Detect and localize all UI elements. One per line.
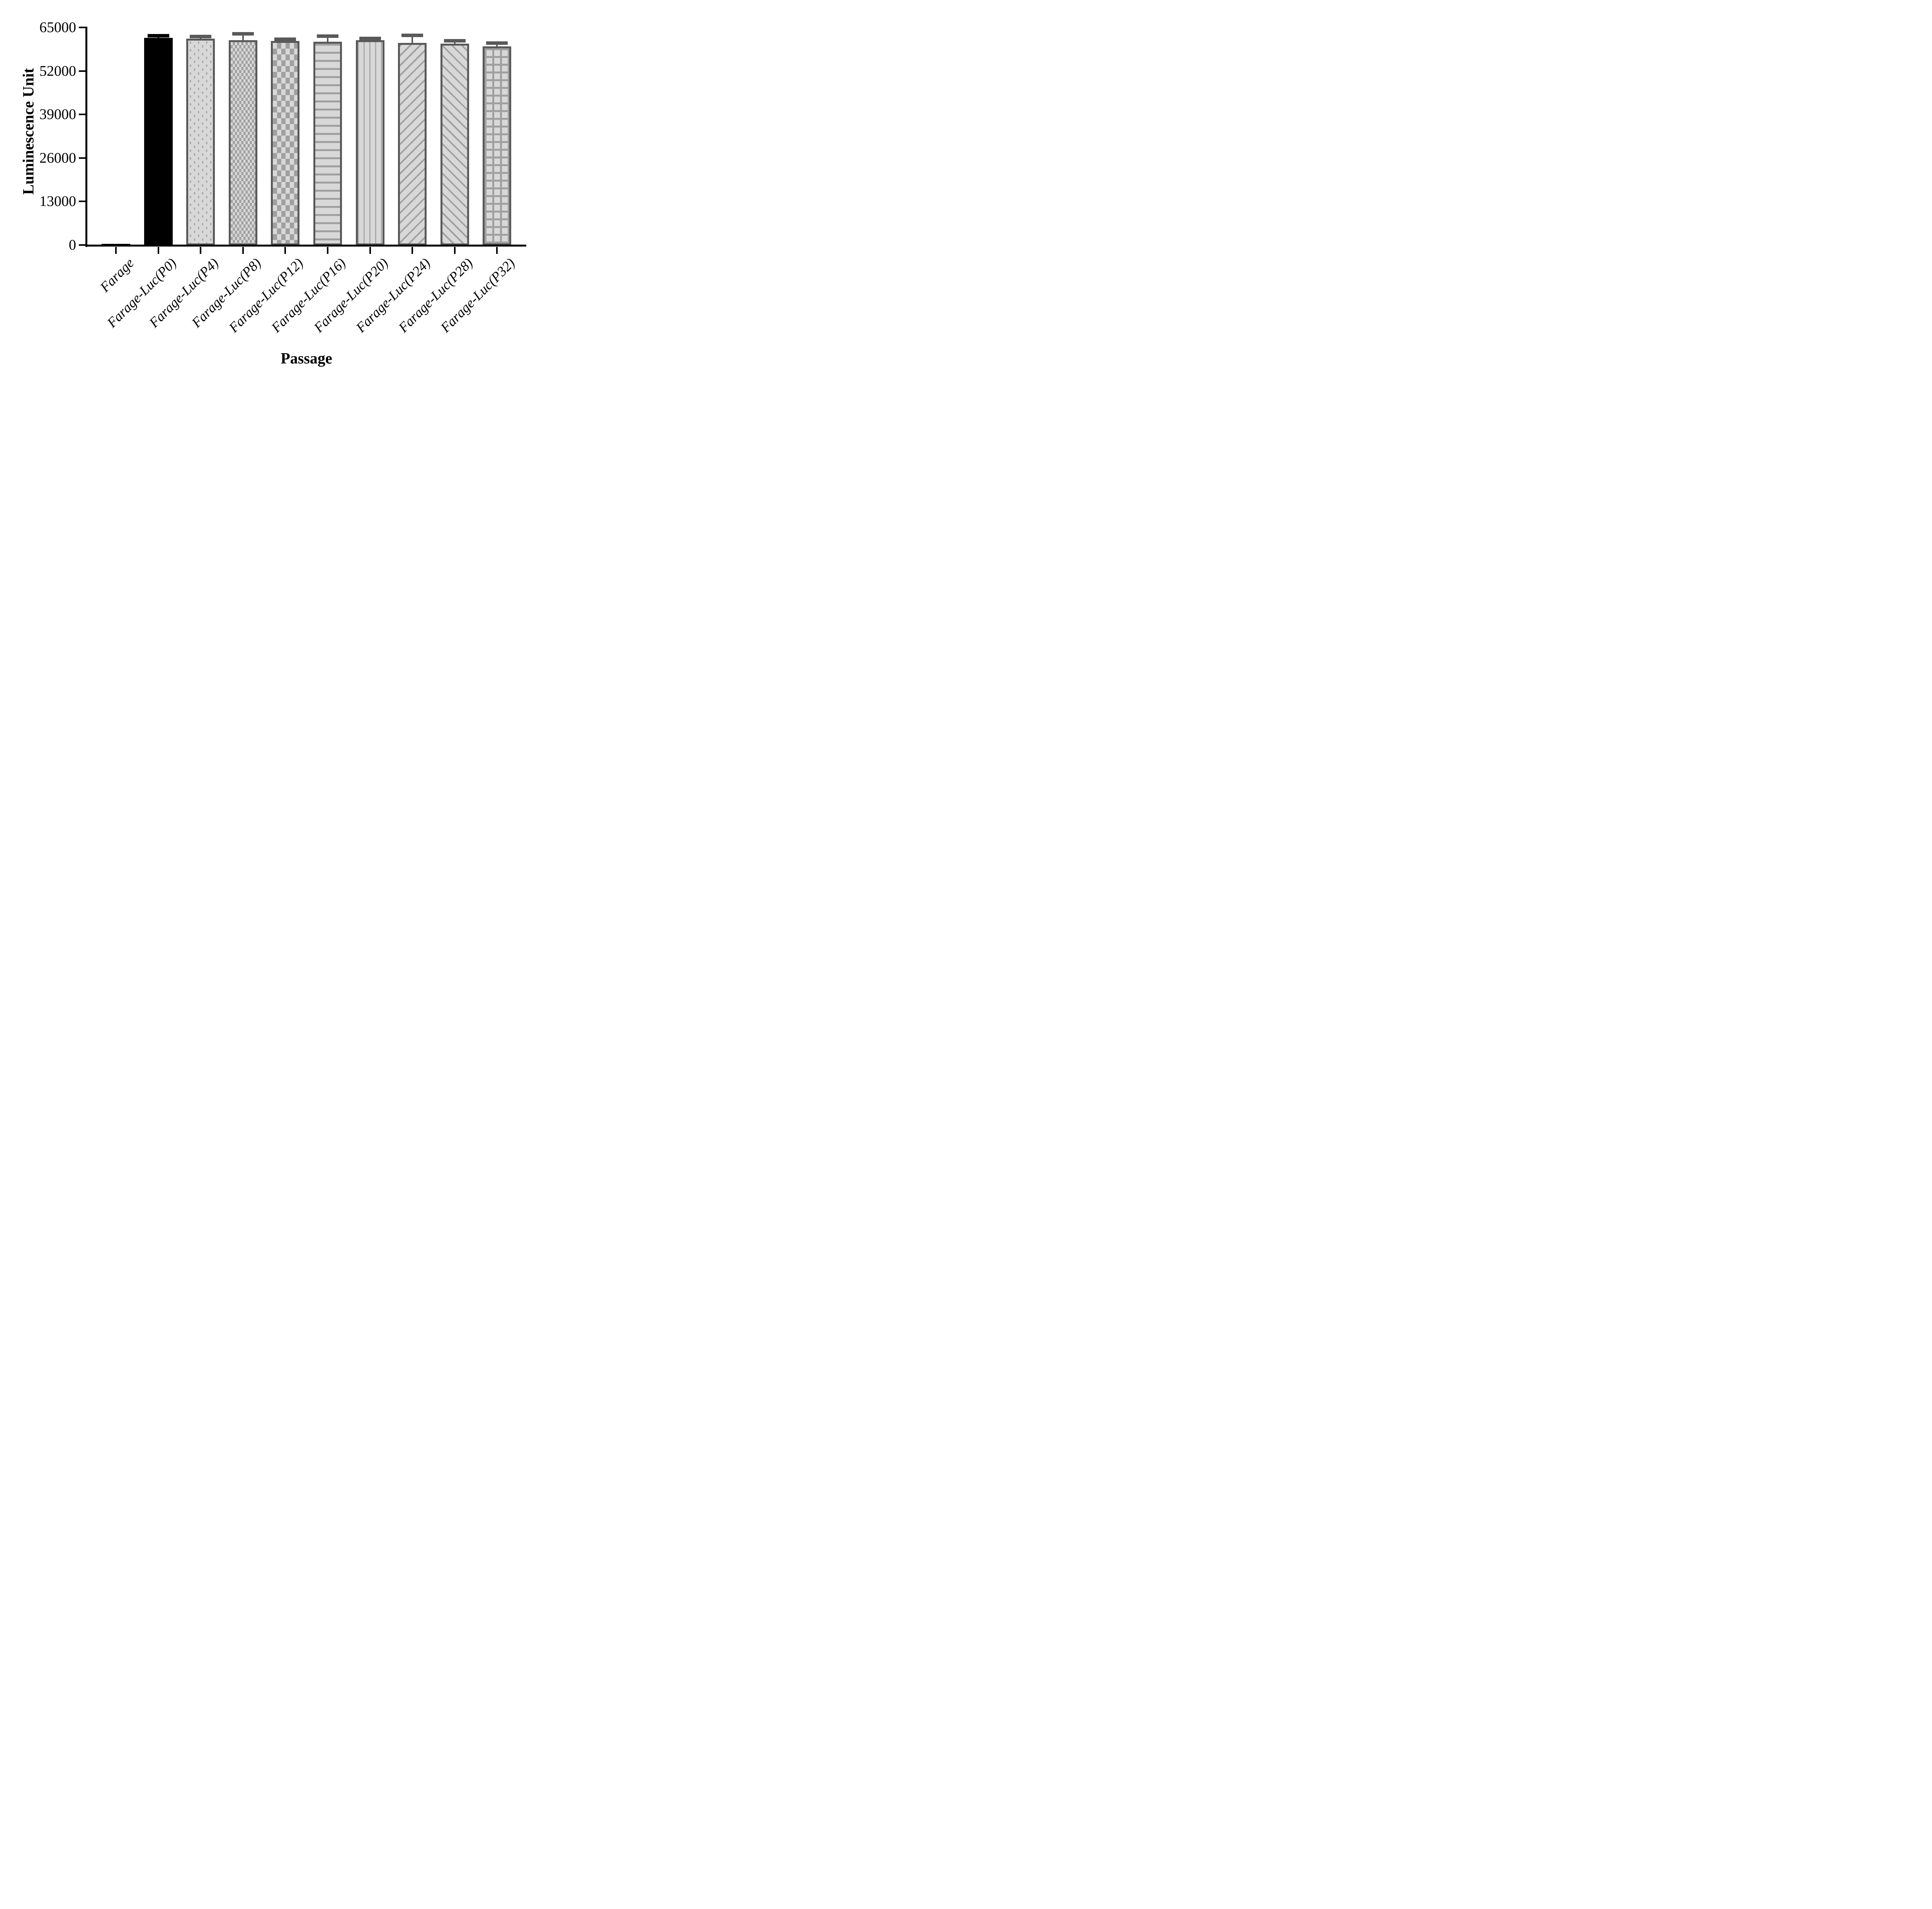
y-tick-mark — [79, 27, 87, 28]
x-tick-mark — [284, 247, 286, 254]
y-tick-mark — [79, 244, 87, 246]
error-bar-cap-farage-luc-p4 — [190, 34, 212, 38]
bar-farage-luc-p12 — [271, 41, 300, 245]
x-category-label-farage-luc-p24: Farage-Luc(P24) — [353, 255, 434, 335]
error-bar-cap-farage-luc-p12 — [274, 37, 296, 41]
bar-farage-luc-p32 — [483, 46, 512, 245]
y-tick-label: 0 — [69, 237, 76, 253]
error-bar-stem-farage-luc-p24 — [412, 35, 413, 44]
x-category-label-farage: Farage — [97, 255, 137, 295]
x-category-label-farage-luc-p20: Farage-Luc(P20) — [311, 255, 391, 335]
bar-chart-figure: Luminescence Unit Passage 0 13000 26000 390… — [0, 0, 549, 382]
x-axis-title: Passage — [281, 349, 332, 367]
y-tick-label: 39000 — [39, 106, 76, 123]
x-category-label-farage-luc-p16: Farage-Luc(P16) — [268, 255, 349, 335]
error-bar-cap-farage-luc-p8 — [232, 32, 254, 36]
plot-area: 0 13000 26000 39000 52000 65000 Farage Farage-L… — [0, 0, 549, 382]
bar-farage-luc-p28 — [440, 43, 469, 245]
bar-farage — [102, 243, 130, 245]
bar-farage-luc-p0 — [144, 37, 173, 245]
x-category-label-farage-luc-p32: Farage-Luc(P32) — [437, 255, 518, 335]
y-tick-mark — [79, 157, 87, 159]
x-tick-mark — [412, 247, 413, 254]
error-bar-cap-farage-luc-p24 — [401, 33, 423, 37]
y-axis-line — [85, 27, 87, 247]
error-bar-cap-farage-luc-p20 — [359, 37, 381, 41]
bar-farage-luc-p20 — [355, 40, 384, 245]
y-tick-label: 13000 — [39, 193, 76, 210]
error-bar-cap-farage-luc-p32 — [486, 41, 508, 45]
x-tick-mark — [200, 247, 202, 254]
y-tick-label: 26000 — [39, 150, 76, 166]
error-bar-stem-farage-luc-p32 — [496, 43, 498, 48]
y-tick-mark — [79, 201, 87, 202]
bar-farage-luc-p8 — [228, 40, 257, 245]
x-tick-mark — [115, 247, 117, 254]
x-tick-mark — [369, 247, 371, 254]
bar-farage-luc-p24 — [398, 43, 427, 245]
error-bar-cap-farage-luc-p16 — [317, 34, 338, 38]
x-tick-mark — [157, 247, 159, 254]
x-tick-mark — [242, 247, 244, 254]
x-axis-line — [85, 245, 526, 247]
error-bar-stem-farage-luc-p8 — [242, 33, 244, 41]
x-category-label-farage-luc-p28: Farage-Luc(P28) — [395, 255, 476, 335]
error-bar-cap-farage-luc-p28 — [444, 39, 466, 43]
y-tick-mark — [79, 70, 87, 72]
x-tick-mark — [454, 247, 456, 254]
x-tick-mark — [327, 247, 328, 254]
x-tick-mark — [496, 247, 498, 254]
bar-farage-luc-p16 — [313, 42, 342, 245]
x-category-label-farage-luc-p12: Farage-Luc(P12) — [226, 255, 306, 335]
error-bar-cap-farage-luc-p0 — [147, 34, 169, 38]
y-tick-label: 52000 — [39, 63, 76, 79]
bar-farage-luc-p4 — [186, 38, 215, 245]
error-bar-stem-farage-luc-p16 — [327, 36, 328, 43]
y-tick-label: 65000 — [39, 19, 76, 36]
y-tick-mark — [79, 114, 87, 116]
error-bar-stem-farage-luc-p28 — [454, 41, 456, 45]
